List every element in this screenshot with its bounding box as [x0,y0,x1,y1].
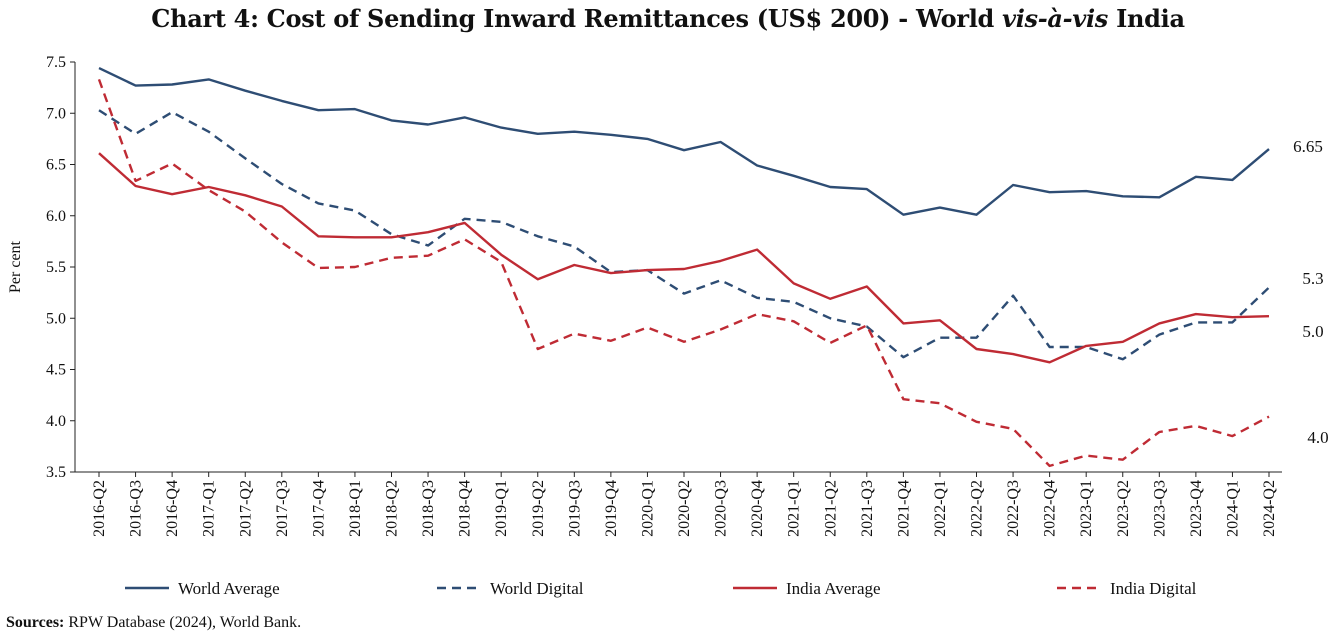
series-line-world-average [98,67,1270,216]
series-line-india-digital [97,78,1270,468]
y-tick-label: 3.5 [46,464,66,481]
end-label: 5.3 [1302,269,1323,288]
x-tick-label: 2017-Q1 [201,480,218,537]
end-label: 5.0 [1302,322,1323,341]
line-chart: 7.5 7.0 6.5 6.0 5.5 5.0 4.5 4.0 3.5 Per cent 2016-… [7,54,1329,598]
x-tick-label: 2019-Q2 [530,480,547,537]
y-tick-label: 7.5 [46,54,66,71]
x-tick-label: 2021-Q2 [822,480,839,537]
x-tick-label: 2021-Q4 [895,480,912,537]
x-tick-label: 2024-Q2 [1261,480,1278,537]
x-tick-label: 2021-Q1 [786,480,803,537]
y-tick-label: 4.5 [46,362,66,379]
x-tick-label: 2016-Q2 [91,480,108,537]
sources-note: Sources: RPW Database (2024), World Bank… [6,614,301,632]
chart-title-italic: vis-à-vis [1002,4,1109,33]
x-tick-label: 2024-Q1 [1224,480,1241,537]
x-tick-label: 2017-Q4 [310,480,327,537]
x-tick-label: 2019-Q3 [566,480,583,537]
sources-text: RPW Database (2024), World Bank. [64,614,302,631]
y-tick-label: 6.0 [46,208,66,225]
x-tick-label: 2020-Q3 [713,480,730,537]
end-label: 6.65 [1293,137,1323,156]
x-tick-label: 2017-Q3 [274,480,291,537]
chart-title: Chart 4: Cost of Sending Inward Remittan… [0,4,1336,33]
series-layer [97,67,1270,468]
x-tick-label: 2023-Q3 [1151,480,1168,537]
x-tick-label: 2020-Q4 [749,480,766,537]
x-tick-label: 2022-Q1 [932,480,949,537]
x-tick-label: 2022-Q4 [1042,480,1059,537]
y-tick-label: 7.0 [46,105,66,122]
chart-axes: 7.5 7.0 6.5 6.0 5.5 5.0 4.5 4.0 3.5 Per cent 2016-… [7,54,1282,537]
x-tick-label: 2018-Q2 [384,480,401,537]
legend-label: World Average [178,579,280,598]
x-tick-label: 2018-Q1 [347,480,364,537]
x-tick-label: 2020-Q2 [676,480,693,537]
x-tick-label: 2023-Q4 [1188,480,1205,537]
legend: World Average World Digital India Average I… [125,579,1197,598]
x-tick-label: 2022-Q3 [1005,480,1022,537]
legend-label: India Digital [1110,579,1197,598]
x-tick-label: 2021-Q3 [859,480,876,537]
x-tick-label: 2023-Q1 [1078,480,1095,537]
x-tick-label: 2017-Q2 [237,480,254,537]
y-tick-label: 6.5 [46,157,66,174]
end-labels: 6.65 5.3 5.0 4.0 [1293,137,1329,447]
x-tick-label: 2019-Q4 [603,480,620,537]
y-tick-label: 5.0 [46,310,66,327]
chart-title-prefix: Chart 4: Cost of Sending Inward Remittan… [151,4,1003,33]
chart-title-suffix: India [1108,4,1185,33]
x-tick-label: 2018-Q4 [457,480,474,537]
x-tick-label: 2018-Q3 [420,480,437,537]
x-tick-label: 2016-Q3 [128,480,145,537]
x-tick-label: 2016-Q4 [164,480,181,537]
sources-label: Sources: [6,614,65,631]
series-line-world-digital [98,109,1270,361]
y-tick-label: 4.0 [46,413,66,430]
series-line-india-average [98,152,1270,364]
x-tick-label: 2020-Q1 [639,480,656,537]
x-tick-label: 2022-Q2 [969,480,986,537]
legend-label: World Digital [490,579,584,598]
x-tick-label: 2019-Q1 [493,480,510,537]
end-label: 4.0 [1307,428,1328,447]
y-tick-label: 5.5 [46,259,66,276]
legend-label: India Average [786,579,881,598]
x-tick-label: 2023-Q2 [1115,480,1132,537]
y-axis-label: Per cent [7,240,24,293]
